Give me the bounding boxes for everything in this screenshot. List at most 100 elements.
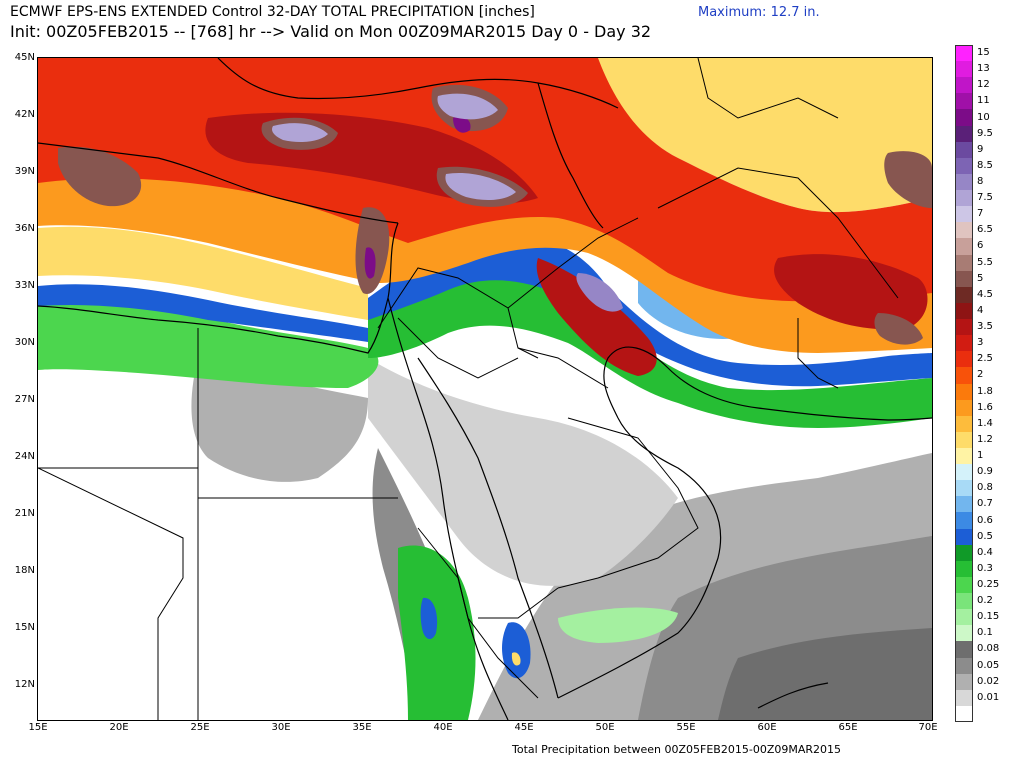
green-patch-ethiopia (398, 545, 476, 720)
legend-label: 1.6 (977, 401, 993, 413)
legend-swatch (955, 512, 973, 530)
legend-label: 0.7 (977, 498, 993, 510)
lat-label: 42N (14, 109, 35, 120)
brown-core-east (884, 151, 932, 208)
legend-swatch (955, 399, 973, 417)
lat-label: 15N (14, 622, 35, 633)
legend-swatch (955, 270, 973, 288)
legend-label: 0.25 (977, 578, 1000, 590)
legend-swatch (955, 125, 973, 143)
legend-swatch (955, 593, 973, 610)
legend-swatch (955, 286, 973, 304)
brown-core-greece (58, 146, 142, 207)
coast-somalia (757, 682, 829, 709)
legend-label: 2.5 (977, 353, 993, 365)
legend-label: 5.5 (977, 256, 993, 268)
legend-swatch (955, 609, 973, 626)
coast-mediterranean-north (38, 142, 399, 224)
lon-label: 35E (352, 722, 372, 733)
blue-band-middle-east (368, 233, 932, 387)
lon-label: 65E (838, 722, 858, 733)
legend-swatch (955, 560, 973, 578)
yellow-zone-north-africa (38, 226, 368, 320)
legend-swatch (955, 673, 973, 691)
legend-swatch (955, 705, 973, 723)
maximum-value-label: Maximum: 12.7 in. (698, 5, 820, 20)
legend-swatch (955, 351, 973, 368)
precipitation-map-canvas (38, 58, 932, 720)
legend-label: 7.5 (977, 192, 993, 204)
coast-red-sea-east (417, 357, 559, 699)
coast-red-sea-west (387, 297, 509, 720)
lon-label: 30E (271, 722, 291, 733)
border-saudi-yemen (478, 587, 559, 619)
lat-label: 24N (14, 451, 35, 462)
legend-label: 0.3 (977, 562, 993, 574)
gray-zone-west (191, 358, 368, 482)
lavender-core-balkans (272, 123, 328, 142)
legend-swatch (955, 576, 973, 594)
legend-swatch (955, 173, 973, 191)
lat-label: 36N (14, 223, 35, 234)
legend-label: 0.5 (977, 530, 993, 542)
lat-label: 21N (14, 508, 35, 519)
legend-swatch (955, 415, 973, 433)
legend-label: 2 (977, 369, 984, 381)
legend-label: 9 (977, 143, 984, 155)
legend-label: 0.6 (977, 514, 993, 526)
legend-label: 4 (977, 304, 984, 316)
lon-label: 55E (676, 722, 696, 733)
legend-swatch (955, 319, 973, 336)
legend-label: 9.5 (977, 127, 993, 139)
lat-label: 33N (14, 280, 35, 291)
border-saudi-oman (557, 417, 699, 589)
lon-label: 45E (514, 722, 534, 733)
legend-label: 0.15 (977, 611, 1000, 623)
dark-red-core-iran (536, 258, 657, 376)
legend-swatch (955, 61, 973, 78)
legend-swatch (955, 141, 973, 159)
legend-swatch (955, 93, 973, 110)
legend-swatch (955, 625, 973, 642)
legend-label: 7 (977, 208, 984, 220)
legend-label: 1.8 (977, 385, 993, 397)
light-green-yemen (558, 607, 678, 643)
legend-swatch (955, 528, 973, 546)
lon-label: 70E (918, 722, 938, 733)
coast-arabia-south (557, 417, 722, 699)
legend-label: 0.4 (977, 546, 993, 558)
legend-swatch (955, 206, 973, 223)
country-borders (38, 58, 899, 720)
legend-label: 11 (977, 95, 990, 107)
coastlines (38, 58, 932, 720)
legend-swatch (955, 431, 973, 449)
legend-label: 5 (977, 272, 984, 284)
legend-swatch (955, 238, 973, 256)
border-egypt-sudan (197, 328, 398, 499)
lat-label: 18N (14, 565, 35, 576)
border-iraq-iran (507, 217, 639, 309)
legend-label: 0.08 (977, 643, 1000, 655)
legend-swatch (955, 335, 973, 352)
dark-red-core-pakistan (774, 254, 928, 330)
lat-label: 30N (14, 337, 35, 348)
legend-swatch (955, 689, 973, 707)
legend-label: 0.8 (977, 482, 993, 494)
lon-label: 50E (595, 722, 615, 733)
legend-label: 3.5 (977, 321, 993, 333)
blue-patch-ethiopia (502, 622, 531, 679)
blue-patch-eritrea (420, 597, 438, 640)
chart-subtitle-init-valid: Init: 00Z05FEB2015 -- [768] hr --> Valid… (10, 22, 652, 41)
orange-zone-north (38, 173, 932, 353)
lat-label: 12N (14, 679, 35, 690)
lon-label: 40E (433, 722, 453, 733)
legend-label: 0.02 (977, 675, 1000, 687)
legend-label: 0.9 (977, 466, 993, 478)
border-jordan-saudi (397, 317, 519, 379)
legend-swatch (955, 657, 973, 675)
brown-core-central-asia (874, 313, 923, 345)
legend-label: 6 (977, 240, 984, 252)
legend-label: 3 (977, 337, 984, 349)
legend-label: 0.05 (977, 659, 1000, 671)
border-levant (377, 267, 539, 359)
